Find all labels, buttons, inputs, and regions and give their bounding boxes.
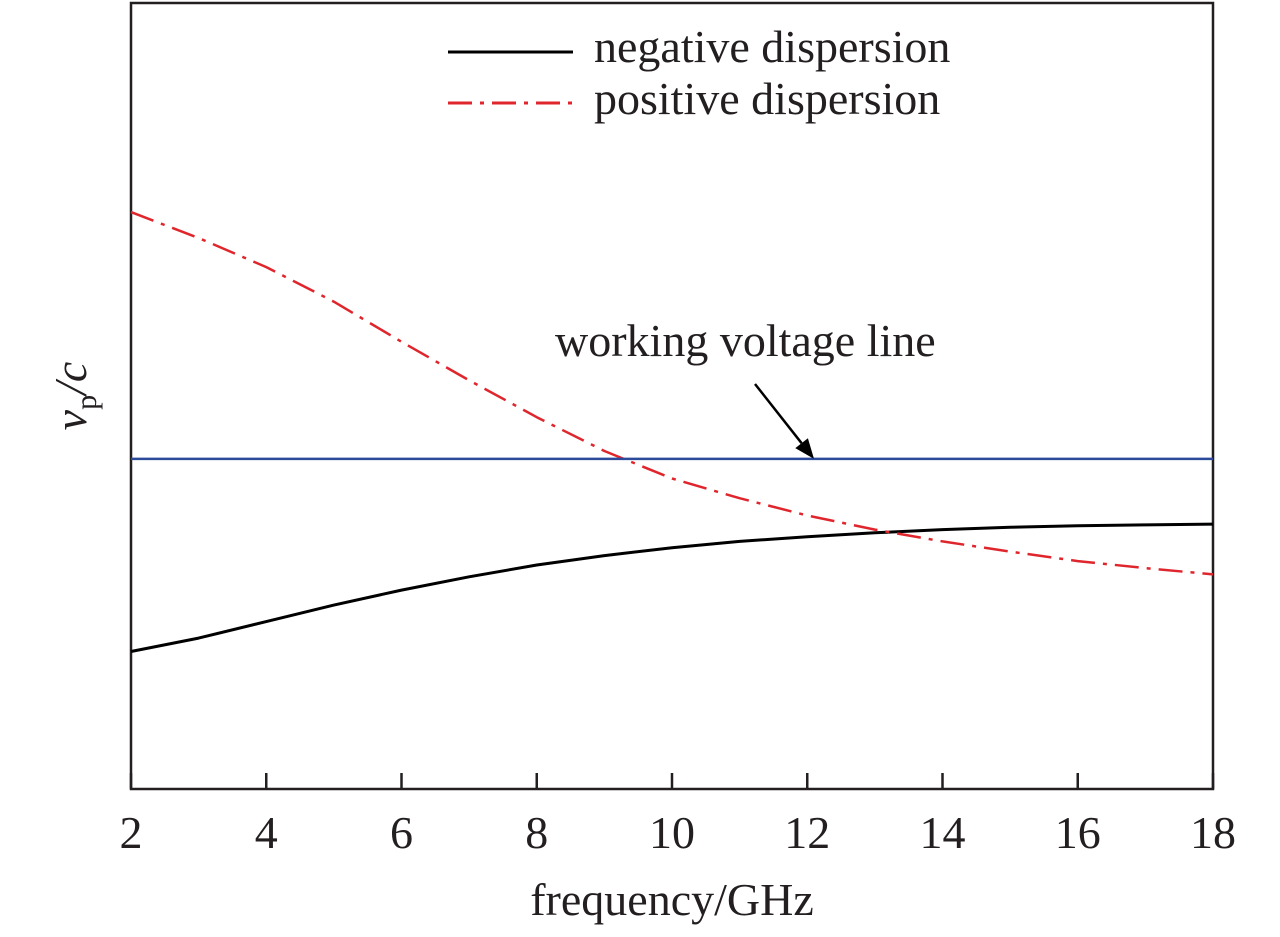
series-negative-dispersion — [130, 522, 1214, 653]
x-tick-label-12: 12 — [784, 807, 830, 858]
x-tick-label-2: 2 — [120, 807, 143, 858]
svg-text:vp/c: vp/c — [45, 362, 103, 431]
x-axis-label: frequency/GHz — [530, 874, 814, 925]
x-tick-label-10: 10 — [649, 807, 695, 858]
x-axis-ticks — [129, 773, 1215, 789]
x-tick-label-4: 4 — [255, 807, 278, 858]
x-tick-label-8: 8 — [525, 807, 548, 858]
annotation-arrowhead — [795, 438, 814, 459]
y-axis-label: vp/c — [45, 362, 103, 431]
y-axis-label-main: v — [45, 409, 96, 430]
series-layer — [130, 210, 1214, 653]
y-axis-label-sub: p — [70, 395, 103, 410]
annotation-arrow — [754, 383, 803, 444]
x-tick-label-14: 14 — [920, 807, 966, 858]
legend-label-negative-dispersion: negative dispersion — [594, 21, 950, 72]
x-tick-label-6: 6 — [390, 807, 413, 858]
legend-label-positive-dispersion: positive dispersion — [594, 73, 940, 124]
series-positive-dispersion — [130, 210, 1214, 576]
y-axis-label-suffix: /c — [45, 362, 96, 398]
legend: negative dispersion positive dispersion — [448, 21, 950, 124]
x-axis-tick-labels: 2 4 6 8 10 12 14 16 18 — [120, 807, 1237, 858]
x-tick-label-18: 18 — [1190, 807, 1236, 858]
x-tick-label-16: 16 — [1055, 807, 1101, 858]
annotation-label: working voltage line — [555, 315, 936, 366]
